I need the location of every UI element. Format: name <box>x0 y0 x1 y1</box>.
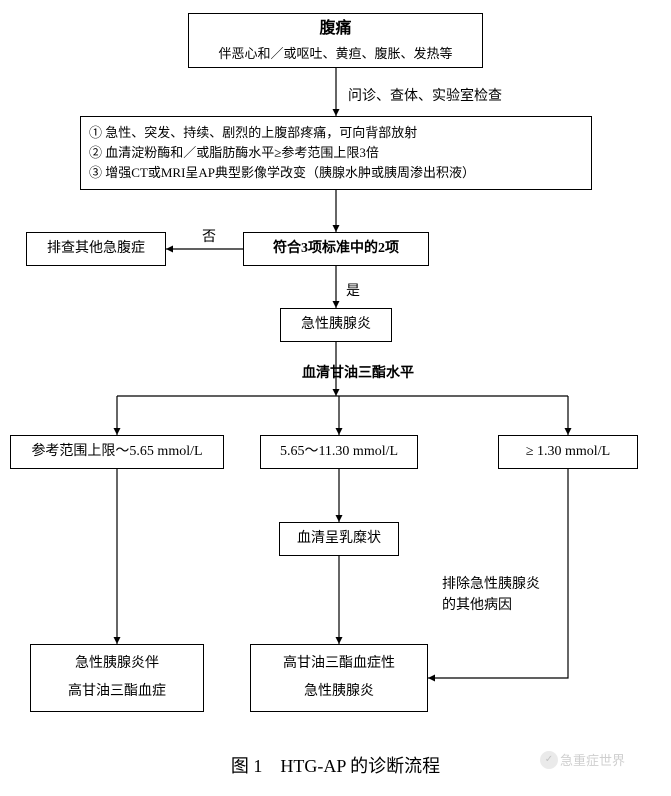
watermark-icon: ✓ <box>540 751 558 769</box>
label-exclude-causes-l1: 排除急性胰腺炎 <box>442 577 540 592</box>
node-exclude-other: 排查其他急腹症 <box>26 232 166 266</box>
label-yes: 是 <box>346 280 360 300</box>
watermark: ✓ 急重症世界 <box>540 750 625 769</box>
node-decision: 符合3项标准中的2项 <box>243 232 429 266</box>
node-outcome-1-l1: 急性胰腺炎伴 <box>75 650 159 678</box>
node-range-3: ≥ 1.30 mmol/L <box>498 435 638 469</box>
node-range-2-text: 5.65～11.30 mmol/L <box>280 441 398 463</box>
node-exclude-text: 排查其他急腹症 <box>47 238 145 260</box>
node-outcome-2-l2: 急性胰腺炎 <box>304 678 374 706</box>
criteria-line-2: ② 血清淀粉酶和／或脂肪酶水平≥参考范围上限3倍 <box>89 143 379 163</box>
node-range-1-text: 参考范围上限～5.65 mmol/L <box>31 441 202 463</box>
watermark-text: 急重症世界 <box>560 750 625 769</box>
node-range-1: 参考范围上限～5.65 mmol/L <box>10 435 224 469</box>
node-ap-text: 急性胰腺炎 <box>301 314 371 336</box>
node-range-2: 5.65～11.30 mmol/L <box>260 435 418 469</box>
criteria-line-1: ① 急性、突发、持续、剧烈的上腹部疼痛，可向背部放射 <box>89 123 417 143</box>
node-symptom: 腹痛 伴恶心和／或呕吐、黄疸、腹胀、发热等 <box>188 13 483 68</box>
node-range-3-text: ≥ 1.30 mmol/L <box>526 441 610 463</box>
node-outcome-1-l2: 高甘油三酯血症 <box>68 678 166 706</box>
node-milky-text: 血清呈乳糜状 <box>297 528 381 550</box>
node-outcome-1: 急性胰腺炎伴 高甘油三酯血症 <box>30 644 204 712</box>
label-tg-level: 血清甘油三酯水平 <box>302 362 414 382</box>
node-outcome-2: 高甘油三酯血症性 急性胰腺炎 <box>250 644 428 712</box>
node-milky-serum: 血清呈乳糜状 <box>279 522 399 556</box>
criteria-line-3: ③ 增强CT或MRI呈AP典型影像学改变（胰腺水肿或胰周渗出积液） <box>89 163 475 183</box>
node-criteria: ① 急性、突发、持续、剧烈的上腹部疼痛，可向背部放射 ② 血清淀粉酶和／或脂肪酶… <box>80 116 592 190</box>
node-outcome-2-l1: 高甘油三酯血症性 <box>283 650 395 678</box>
node-decision-text: 符合3项标准中的2项 <box>273 238 399 260</box>
label-exam: 问诊、查体、实验室检查 <box>348 85 502 105</box>
label-exclude-causes-l2: 的其他病因 <box>442 598 512 613</box>
node-acute-pancreatitis: 急性胰腺炎 <box>280 308 392 342</box>
label-exclude-causes: 排除急性胰腺炎 的其他病因 <box>442 574 540 616</box>
label-no: 否 <box>202 226 216 246</box>
node-symptom-sub: 伴恶心和／或呕吐、黄疸、腹胀、发热等 <box>218 44 452 65</box>
node-symptom-title: 腹痛 <box>319 16 351 42</box>
